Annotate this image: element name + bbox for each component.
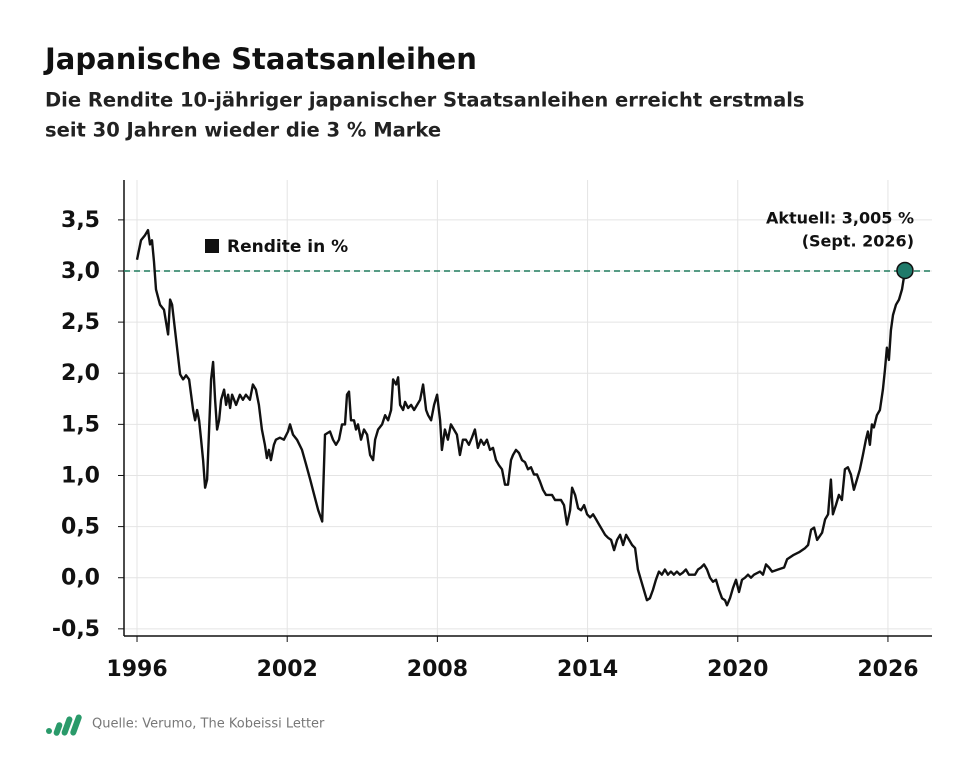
source: Quelle: Verumo, The Kobeissi Letter (92, 717, 325, 732)
y-tick-label: 0,0 (61, 566, 100, 591)
logo (46, 714, 82, 736)
y-tick-label: 2,5 (61, 310, 100, 335)
x-tick-label: 2026 (857, 657, 918, 682)
x-tick-label: 2008 (407, 657, 468, 682)
x-tick-label: 2020 (707, 657, 768, 682)
y-tick-label: 2,0 (61, 361, 100, 386)
x-tick-label: 2002 (257, 657, 318, 682)
y-tick-label: 3,5 (61, 208, 100, 233)
y-tick-label: 3,0 (61, 259, 100, 284)
legend-swatch (205, 239, 219, 253)
chart-subtitle: seit 30 Jahren wieder die 3 % Marke (45, 119, 441, 142)
legend-label: Rendite in % (227, 237, 348, 257)
y-tick-label: 1,0 (61, 463, 100, 488)
y-tick-label: -0,5 (52, 617, 100, 642)
x-tick-label: 1996 (106, 657, 167, 682)
y-tick-label: 0,5 (61, 515, 100, 540)
chart-title: Japanische Staatsanleihen (43, 42, 477, 76)
chart-subtitle: Die Rendite 10-jähriger japanischer Staa… (45, 89, 805, 112)
y-tick-label: 1,5 (61, 412, 100, 437)
annotation: Aktuell: 3,005 % (766, 209, 914, 228)
x-tick-label: 2014 (557, 657, 618, 682)
annotation: (Sept. 2026) (802, 232, 914, 251)
current-marker (896, 261, 914, 280)
line-series (135, 228, 907, 607)
